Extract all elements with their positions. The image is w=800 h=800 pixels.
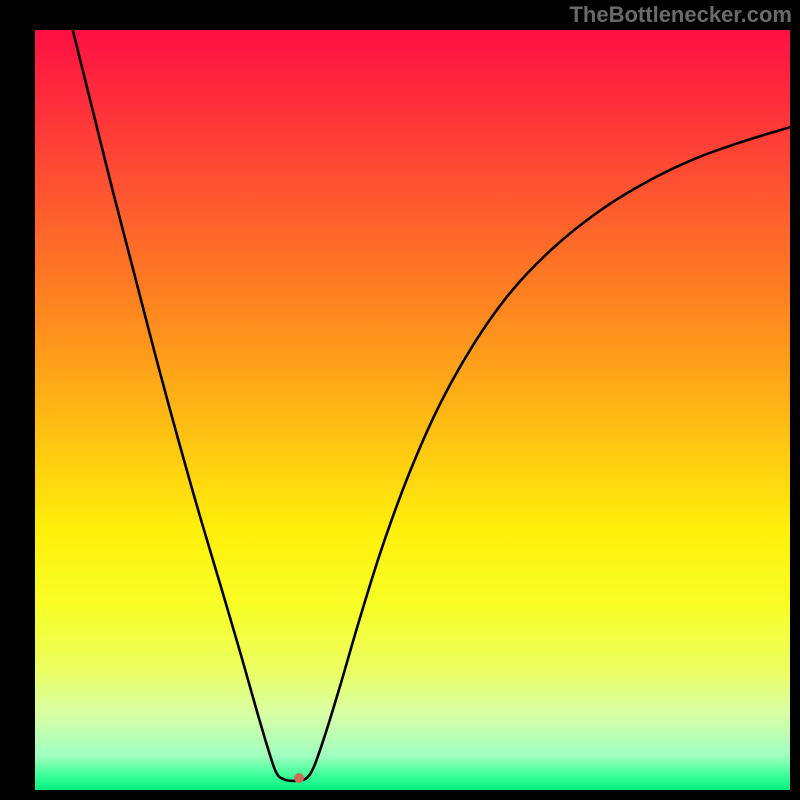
- frame-border-left: [0, 0, 35, 800]
- frame-border-bottom: [0, 790, 800, 800]
- bottleneck-curve: [73, 30, 790, 781]
- plot-area: [35, 30, 790, 790]
- frame-border-right: [790, 0, 800, 800]
- chart-container: TheBottlenecker.com: [0, 0, 800, 800]
- watermark-text: TheBottlenecker.com: [569, 2, 792, 28]
- chart-svg: [35, 30, 790, 790]
